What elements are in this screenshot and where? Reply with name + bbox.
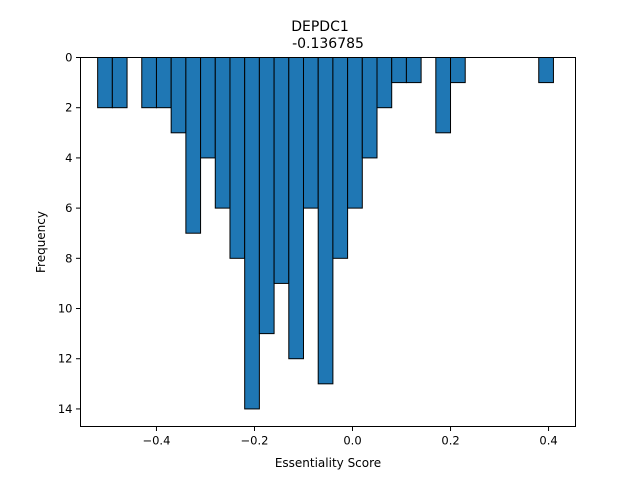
histogram-bar — [347, 57, 363, 209]
histogram-bar — [391, 57, 407, 84]
histogram-bar — [141, 57, 157, 109]
histogram-bar — [155, 57, 172, 109]
histogram-bar — [111, 57, 128, 109]
y-axis-label: Frequency — [34, 211, 48, 273]
y-tick-label: 2 — [65, 101, 72, 115]
y-tick-label: 8 — [65, 251, 72, 265]
histogram-bar — [361, 57, 378, 159]
y-tick-label: 4 — [65, 151, 72, 165]
chart-title: DEPDC1 — [291, 19, 349, 35]
histogram-bar — [229, 57, 246, 259]
histogram-bar — [303, 57, 319, 209]
histogram-bar — [214, 57, 231, 209]
histogram-bar — [317, 57, 334, 385]
plot-frame — [80, 57, 576, 427]
histogram-bar — [258, 57, 275, 335]
histogram-bar — [332, 57, 349, 259]
histogram-bar — [97, 57, 113, 109]
x-tick-label: −0.2 — [241, 434, 269, 448]
histogram-bar — [405, 57, 422, 84]
y-tick-label: 0 — [65, 51, 72, 65]
histogram-bar — [244, 57, 260, 410]
x-tick-label: 0.4 — [539, 434, 557, 448]
histogram-bar — [273, 57, 290, 284]
x-axis: −0.4 −0.2 0.0 0.2 0.4 — [142, 426, 558, 448]
histogram-bar — [538, 57, 554, 84]
x-tick-label: 0.0 — [343, 434, 361, 448]
histogram-bar — [450, 57, 466, 84]
histogram-bar — [200, 57, 216, 159]
y-tick-label: 6 — [65, 201, 72, 215]
x-tick-label: −0.4 — [142, 434, 170, 448]
y-axis: 0 2 4 6 8 10 12 14 — [58, 51, 81, 416]
histogram-bar — [185, 57, 202, 234]
x-tick-label: 0.2 — [441, 434, 459, 448]
y-tick-label: 14 — [58, 402, 73, 416]
histogram-bar — [170, 57, 187, 134]
chart-subtitle: -0.136785 — [292, 36, 364, 52]
histogram-bar — [435, 57, 452, 134]
x-axis-label: Essentiality Score — [275, 456, 381, 470]
y-tick-label: 12 — [58, 352, 73, 366]
bars-group — [97, 57, 554, 410]
histogram-bar — [376, 57, 393, 109]
y-tick-label: 10 — [58, 302, 73, 316]
histogram-bar — [288, 57, 304, 360]
